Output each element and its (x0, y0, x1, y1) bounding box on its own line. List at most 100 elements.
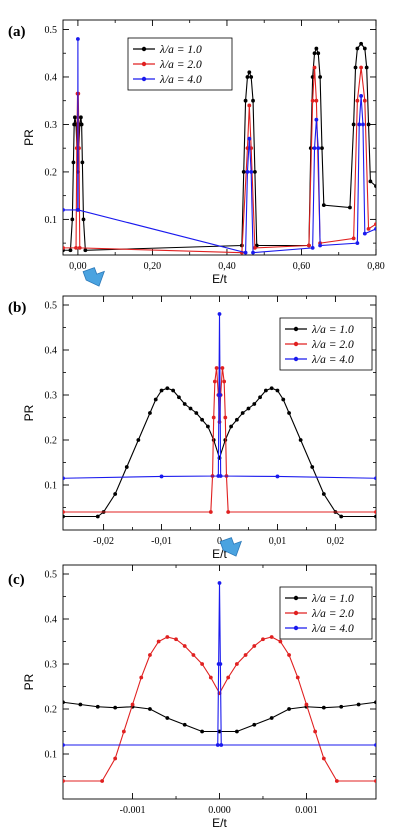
data-point (76, 208, 80, 212)
data-point (200, 662, 205, 666)
data-point (74, 245, 78, 250)
data-point (113, 705, 118, 710)
data-point (353, 65, 358, 70)
x-tick-label: 0,20 (144, 261, 162, 272)
data-point (243, 98, 248, 103)
data-point (174, 637, 178, 642)
data-point (374, 476, 376, 481)
data-point (214, 366, 219, 370)
data-point (253, 170, 257, 174)
x-tick-label: -0,01 (151, 536, 172, 547)
data-point (194, 411, 199, 415)
data-point (364, 65, 369, 70)
data-point (80, 160, 85, 165)
y-tick-label: 0.3 (45, 391, 58, 402)
data-point (313, 729, 318, 734)
data-point (249, 75, 254, 79)
chart-panel-a: 0,00 0,20 0,40 0,60 0,80 0.1 0.2 0.3 0.4 0.5 E/t PR… (22, 19, 385, 286)
y-tick-label: 0.4 (45, 346, 58, 357)
data-point (148, 707, 152, 711)
series-2 (63, 65, 376, 255)
data-point (241, 170, 246, 174)
x-tick-label: 0,60 (293, 261, 311, 272)
data-point (124, 465, 129, 469)
data-point (223, 415, 228, 420)
series-line (63, 701, 376, 733)
data-point (95, 704, 100, 709)
data-point (307, 243, 311, 248)
data-point (269, 716, 274, 720)
y-axis-title: PR (22, 404, 36, 421)
data-point (316, 146, 321, 151)
data-point (113, 492, 118, 496)
data-point (351, 236, 356, 241)
series-2 (63, 635, 376, 783)
data-point (79, 122, 84, 127)
data-point (182, 722, 187, 727)
data-point (374, 222, 376, 227)
y-tick-label: 0.2 (45, 167, 58, 178)
x-axis-title: E/t (212, 816, 227, 830)
x-tick-label: 0,40 (218, 261, 236, 272)
data-point (247, 136, 252, 141)
legend-label: λ/a = 2.0 (311, 608, 354, 620)
data-point (339, 704, 344, 709)
legend-label: λ/a = 4.0 (311, 623, 354, 635)
legend-label: λ/a = 2.0 (311, 339, 354, 351)
data-point (148, 653, 152, 657)
data-point (355, 98, 360, 103)
legend-label: λ/a = 2.0 (159, 59, 202, 71)
data-point (215, 743, 220, 747)
data-point (312, 65, 317, 70)
data-point (217, 312, 222, 316)
data-point (334, 779, 339, 783)
data-point (159, 474, 164, 479)
data-point (312, 51, 317, 56)
data-point (362, 98, 367, 103)
data-point (362, 231, 367, 236)
data-point (321, 705, 326, 710)
legend-swatch-marker (293, 610, 299, 616)
data-point (261, 637, 265, 642)
data-point (217, 729, 222, 734)
data-point (222, 379, 227, 384)
legend-label: λ/a = 1.0 (311, 324, 354, 336)
data-point (304, 702, 309, 707)
y-tick-label: 0.5 (45, 25, 58, 36)
series-group (63, 581, 376, 783)
data-point (63, 700, 65, 705)
data-point (253, 245, 257, 250)
y-tick-label: 0.3 (45, 120, 58, 131)
data-point (275, 474, 280, 479)
data-point (63, 245, 65, 250)
data-point (63, 779, 65, 783)
data-point (249, 170, 254, 174)
panel-label-b: (b) (8, 300, 26, 316)
data-point (113, 756, 118, 761)
legend-label: λ/a = 4.0 (311, 354, 354, 366)
data-point (247, 103, 252, 108)
data-point (245, 75, 250, 79)
data-point (240, 411, 245, 415)
data-point (182, 644, 187, 648)
data-point (308, 146, 313, 151)
data-point (298, 438, 303, 442)
data-point (374, 510, 376, 514)
data-point (153, 397, 158, 402)
data-point (366, 226, 371, 231)
series-line (63, 38, 376, 254)
data-point (220, 366, 225, 370)
data-point (165, 386, 170, 391)
data-point (310, 245, 315, 250)
chart-panel-b: -0,02 -0,01 0 0,01 0,020.10.20.30.40.5E/tPRλ… (22, 295, 377, 561)
data-point (148, 411, 152, 415)
data-point (310, 98, 315, 103)
data-point (351, 122, 356, 127)
legend-label: λ/a = 1.0 (311, 593, 354, 605)
y-tick-label: 0.5 (45, 301, 58, 312)
data-point (295, 675, 300, 680)
data-point (310, 465, 315, 469)
zoom-arrow-a-to-b (82, 267, 105, 287)
data-point (246, 406, 251, 411)
series-1 (63, 700, 376, 734)
